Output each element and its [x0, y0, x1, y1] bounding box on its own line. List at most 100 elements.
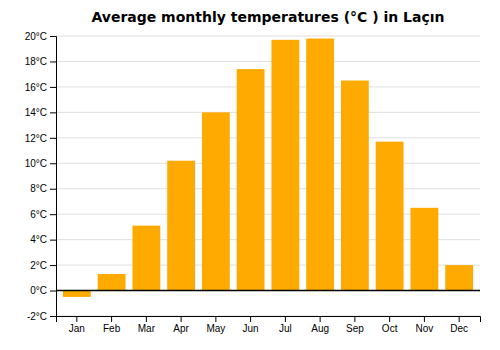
x-tick-label: Mar	[138, 323, 156, 334]
y-tick: 0°C	[30, 285, 56, 296]
y-tick: 10°C	[25, 158, 56, 169]
bar	[271, 40, 299, 291]
x-tick: Jan	[69, 316, 85, 334]
x-axis: Jan Feb Mar Apr May Jun Jul Aug Sep Oct Nov Dec	[57, 316, 481, 334]
y-tick-label: 18°C	[25, 56, 47, 67]
x-tick: Feb	[103, 316, 121, 334]
bar	[98, 274, 126, 291]
x-tick-mark	[354, 316, 355, 322]
y-tick-label: 20°C	[25, 31, 47, 42]
y-tick-mark	[50, 214, 56, 215]
y-tick-label: 8°C	[30, 183, 47, 194]
bar	[237, 69, 265, 290]
x-tick: Sep	[346, 316, 364, 334]
y-tick-mark	[50, 61, 56, 62]
y-tick-mark	[50, 189, 56, 190]
x-tick-mark	[76, 316, 77, 322]
y-tick-mark	[50, 163, 56, 164]
y-axis-line	[50, 37, 57, 317]
y-tick: 16°C	[25, 82, 56, 93]
y-tick-label: 0°C	[30, 285, 47, 296]
y-tick: 18°C	[25, 56, 56, 67]
y-tick: 6°C	[30, 209, 56, 220]
x-tick: Jun	[243, 316, 259, 334]
y-tick-mark	[50, 138, 56, 139]
y-tick-mark	[50, 87, 56, 88]
x-tick-mark	[320, 316, 321, 322]
grid-line	[56, 188, 480, 189]
x-tick-mark	[111, 316, 112, 322]
y-tick: -2°C	[27, 311, 56, 322]
x-tick: Mar	[138, 316, 156, 334]
x-tick-mark	[285, 316, 286, 322]
x-tick: Oct	[382, 316, 398, 334]
y-tick-label: 10°C	[25, 158, 47, 169]
bar	[202, 112, 230, 290]
zero-line	[56, 290, 480, 292]
chart-svg: Average monthly temperatures (°C ) in La…	[0, 0, 500, 350]
x-tick-label: Aug	[311, 323, 329, 334]
bar	[167, 161, 195, 291]
bar	[306, 39, 334, 291]
grid-line	[56, 61, 480, 62]
grid-line	[56, 36, 480, 37]
bar	[132, 226, 160, 291]
bar	[410, 208, 438, 291]
y-tick: 4°C	[30, 234, 56, 245]
x-tick-label: Apr	[173, 323, 189, 334]
x-tick-label: Oct	[382, 323, 398, 334]
x-tick: Dec	[450, 316, 468, 334]
plot-area: -2°C 0°C 2°C 4°C 6°C 8°C 10°C 12°C 14°C 16°C 18°C 2…	[25, 31, 481, 334]
y-tick-mark	[50, 240, 56, 241]
x-tick-label: May	[206, 323, 225, 334]
y-tick-label: 4°C	[30, 234, 47, 245]
x-tick: Jul	[279, 316, 292, 334]
y-tick-mark	[50, 112, 56, 113]
bar	[445, 265, 473, 290]
grid-line	[56, 290, 480, 291]
y-tick-label: 16°C	[25, 82, 47, 93]
y-tick-mark	[50, 265, 56, 266]
x-tick-label: Jun	[243, 323, 259, 334]
x-tick-label: Sep	[346, 323, 364, 334]
bar	[376, 142, 404, 291]
y-tick-label: 2°C	[30, 260, 47, 271]
chart-container: Average monthly temperatures (°C ) in La…	[0, 0, 500, 350]
x-tick-mark	[250, 316, 251, 322]
x-tick-mark	[215, 316, 216, 322]
x-tick-label: Feb	[103, 323, 121, 334]
bar	[341, 81, 369, 291]
x-tick-mark	[424, 316, 425, 322]
x-tick-label: Nov	[415, 323, 433, 334]
y-axis: -2°C 0°C 2°C 4°C 6°C 8°C 10°C 12°C 14°C 16°C 18°C 2…	[25, 31, 57, 322]
y-tick: 20°C	[25, 31, 56, 42]
y-tick-label: 12°C	[25, 133, 47, 144]
chart-title: Average monthly temperatures (°C ) in La…	[91, 9, 444, 25]
grid-line	[56, 137, 480, 138]
y-tick: 12°C	[25, 133, 56, 144]
y-tick-label: 6°C	[30, 209, 47, 220]
x-axis-line	[57, 317, 481, 323]
grid	[56, 36, 480, 316]
x-tick-mark	[146, 316, 147, 322]
y-tick: 2°C	[30, 260, 56, 271]
x-tick-label: Jul	[279, 323, 292, 334]
y-tick-label: 14°C	[25, 107, 47, 118]
x-tick-label: Dec	[450, 323, 468, 334]
x-tick: May	[206, 316, 225, 334]
y-tick: 14°C	[25, 107, 56, 118]
y-tick: 8°C	[30, 183, 56, 194]
grid-line	[56, 163, 480, 164]
y-tick-mark	[50, 316, 56, 317]
x-tick-label: Jan	[69, 323, 85, 334]
bars	[63, 39, 473, 297]
grid-line	[56, 112, 480, 113]
y-tick-mark	[50, 36, 56, 37]
x-tick-mark	[389, 316, 390, 322]
x-tick-mark	[459, 316, 460, 322]
y-tick-mark	[50, 291, 56, 292]
grid-line	[56, 86, 480, 87]
y-tick-label: -2°C	[27, 311, 47, 322]
x-tick: Aug	[311, 316, 329, 334]
x-tick: Nov	[415, 316, 433, 334]
